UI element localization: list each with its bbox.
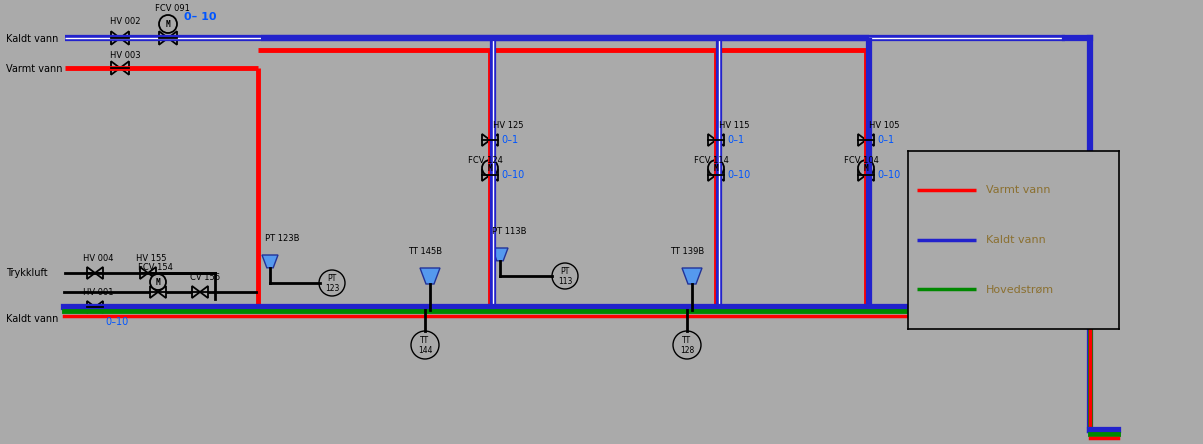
- Text: Kaldt vann: Kaldt vann: [6, 34, 59, 44]
- Polygon shape: [492, 248, 508, 261]
- Text: 0– 10: 0– 10: [184, 12, 217, 22]
- Circle shape: [482, 160, 498, 176]
- Text: PT
113: PT 113: [558, 267, 573, 286]
- Text: TT
144: TT 144: [417, 336, 432, 355]
- Text: M: M: [155, 278, 160, 287]
- Text: HV 115: HV 115: [719, 121, 749, 130]
- Bar: [1077, 313, 1094, 326]
- Text: HV 001: HV 001: [83, 288, 113, 297]
- Text: 0–10: 0–10: [500, 170, 525, 180]
- Polygon shape: [420, 268, 440, 284]
- Circle shape: [709, 160, 724, 176]
- Circle shape: [552, 263, 577, 289]
- Text: Trykkluft: Trykkluft: [6, 268, 48, 278]
- Text: 0–10: 0–10: [105, 317, 129, 327]
- Circle shape: [858, 160, 875, 176]
- Text: PT 123B: PT 123B: [265, 234, 300, 243]
- Circle shape: [319, 270, 345, 296]
- Circle shape: [672, 331, 701, 359]
- Text: 0–1: 0–1: [877, 135, 894, 145]
- Text: M: M: [166, 20, 171, 29]
- Text: Kaldt vann: Kaldt vann: [6, 314, 59, 324]
- Text: HV 002: HV 002: [109, 17, 141, 26]
- Text: FCV 114: FCV 114: [694, 156, 729, 165]
- Polygon shape: [262, 255, 278, 268]
- Text: FCV 124: FCV 124: [468, 156, 503, 165]
- Bar: [1077, 295, 1094, 308]
- Circle shape: [159, 15, 177, 33]
- Text: HV 125: HV 125: [493, 121, 523, 130]
- Polygon shape: [682, 268, 703, 284]
- Text: Kaldt vann: Kaldt vann: [986, 235, 1045, 245]
- Text: FCV 091: FCV 091: [155, 4, 190, 13]
- Text: Varmt vann: Varmt vann: [6, 64, 63, 74]
- Circle shape: [150, 274, 166, 290]
- Text: 0–1: 0–1: [727, 135, 745, 145]
- Text: TT
128: TT 128: [680, 336, 694, 355]
- Text: FCV 104: FCV 104: [845, 156, 879, 165]
- Text: PT 113B: PT 113B: [492, 227, 527, 236]
- Text: Varmt vann: Varmt vann: [986, 185, 1050, 195]
- Text: CV 156: CV 156: [190, 273, 220, 282]
- Text: 0–10: 0–10: [727, 170, 751, 180]
- Text: 0–10: 0–10: [877, 170, 900, 180]
- Text: M: M: [713, 164, 718, 173]
- Text: HV 105: HV 105: [869, 121, 900, 130]
- Text: TT 145B: TT 145B: [408, 247, 443, 256]
- Text: M: M: [864, 164, 869, 173]
- Text: HV 004: HV 004: [83, 254, 113, 263]
- Text: HV 155: HV 155: [136, 254, 166, 263]
- Circle shape: [411, 331, 439, 359]
- Text: M: M: [487, 164, 492, 173]
- Text: Hovedstrøm: Hovedstrøm: [986, 285, 1054, 294]
- Text: PT
123: PT 123: [325, 274, 339, 293]
- Text: TT 139B: TT 139B: [670, 247, 704, 256]
- Text: HV 003: HV 003: [109, 51, 141, 60]
- Text: FCV 154: FCV 154: [138, 263, 173, 272]
- Text: 0–1: 0–1: [500, 135, 518, 145]
